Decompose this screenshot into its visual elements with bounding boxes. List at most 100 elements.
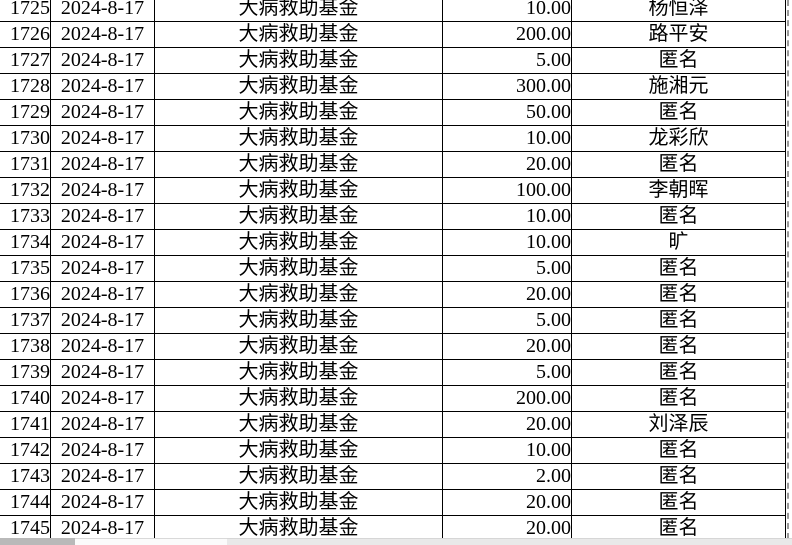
cell-date[interactable]: 2024-8-17 [50, 203, 155, 230]
horizontal-scrollbar[interactable] [227, 538, 792, 545]
cell-amount[interactable]: 300.00 [442, 73, 572, 100]
cell-fund-name[interactable]: 大病救助基金 [154, 151, 443, 178]
cell-row-number[interactable]: 1742 [0, 437, 51, 464]
cell-fund-name[interactable]: 大病救助基金 [154, 0, 443, 22]
cell-donor-name[interactable]: 匿名 [571, 385, 786, 412]
cell-date[interactable]: 2024-8-17 [50, 255, 155, 282]
cell-donor-name[interactable]: 匿名 [571, 151, 786, 178]
cell-row-number[interactable]: 1734 [0, 229, 51, 256]
cell-row-number[interactable]: 1729 [0, 99, 51, 126]
cell-amount[interactable]: 10.00 [442, 125, 572, 152]
cell-donor-name[interactable]: 匿名 [571, 489, 786, 516]
cell-amount[interactable]: 10.00 [442, 437, 572, 464]
cell-date[interactable]: 2024-8-17 [50, 21, 155, 48]
cell-date[interactable]: 2024-8-17 [50, 0, 155, 22]
cell-donor-name[interactable]: 刘泽辰 [571, 411, 786, 438]
cell-amount[interactable]: 10.00 [442, 203, 572, 230]
cell-amount[interactable]: 5.00 [442, 307, 572, 334]
cell-donor-name[interactable]: 匿名 [571, 333, 786, 360]
cell-donor-name[interactable]: 路平安 [571, 21, 786, 48]
cell-amount[interactable]: 200.00 [442, 385, 572, 412]
cell-date[interactable]: 2024-8-17 [50, 359, 155, 386]
cell-fund-name[interactable]: 大病救助基金 [154, 359, 443, 386]
cell-fund-name[interactable]: 大病救助基金 [154, 463, 443, 490]
cell-donor-name[interactable]: 匿名 [571, 255, 786, 282]
cell-fund-name[interactable]: 大病救助基金 [154, 437, 443, 464]
cell-row-number[interactable]: 1744 [0, 489, 51, 516]
cell-donor-name[interactable]: 匿名 [571, 515, 786, 542]
cell-fund-name[interactable]: 大病救助基金 [154, 281, 443, 308]
cell-fund-name[interactable]: 大病救助基金 [154, 47, 443, 74]
cell-donor-name[interactable]: 匿名 [571, 307, 786, 334]
cell-row-number[interactable]: 1745 [0, 515, 51, 542]
cell-date[interactable]: 2024-8-17 [50, 99, 155, 126]
cell-row-number[interactable]: 1725 [0, 0, 51, 22]
cell-date[interactable]: 2024-8-17 [50, 73, 155, 100]
cell-fund-name[interactable]: 大病救助基金 [154, 177, 443, 204]
cell-row-number[interactable]: 1728 [0, 73, 51, 100]
cell-amount[interactable]: 5.00 [442, 47, 572, 74]
cell-row-number[interactable]: 1732 [0, 177, 51, 204]
cell-amount[interactable]: 10.00 [442, 0, 572, 22]
cell-donor-name[interactable]: 匿名 [571, 99, 786, 126]
cell-donor-name[interactable]: 施湘元 [571, 73, 786, 100]
cell-date[interactable]: 2024-8-17 [50, 151, 155, 178]
cell-amount[interactable]: 100.00 [442, 177, 572, 204]
cell-fund-name[interactable]: 大病救助基金 [154, 307, 443, 334]
cell-amount[interactable]: 20.00 [442, 333, 572, 360]
cell-date[interactable]: 2024-8-17 [50, 385, 155, 412]
cell-donor-name[interactable]: 匿名 [571, 437, 786, 464]
cell-date[interactable]: 2024-8-17 [50, 411, 155, 438]
cell-row-number[interactable]: 1733 [0, 203, 51, 230]
cell-donor-name[interactable]: 李朝晖 [571, 177, 786, 204]
cell-date[interactable]: 2024-8-17 [50, 489, 155, 516]
cell-donor-name[interactable]: 匿名 [571, 281, 786, 308]
cell-date[interactable]: 2024-8-17 [50, 47, 155, 74]
cell-fund-name[interactable]: 大病救助基金 [154, 255, 443, 282]
cell-amount[interactable]: 20.00 [442, 151, 572, 178]
cell-row-number[interactable]: 1735 [0, 255, 51, 282]
cell-row-number[interactable]: 1739 [0, 359, 51, 386]
cell-row-number[interactable]: 1727 [0, 47, 51, 74]
cell-donor-name[interactable]: 匿名 [571, 47, 786, 74]
sheet-tab[interactable] [75, 538, 227, 545]
cell-donor-name[interactable]: 龙彩欣 [571, 125, 786, 152]
cell-date[interactable]: 2024-8-17 [50, 333, 155, 360]
cell-date[interactable]: 2024-8-17 [50, 463, 155, 490]
cell-date[interactable]: 2024-8-17 [50, 229, 155, 256]
cell-fund-name[interactable]: 大病救助基金 [154, 411, 443, 438]
cell-row-number[interactable]: 1743 [0, 463, 51, 490]
cell-amount[interactable]: 2.00 [442, 463, 572, 490]
cell-row-number[interactable]: 1731 [0, 151, 51, 178]
cell-fund-name[interactable]: 大病救助基金 [154, 489, 443, 516]
cell-fund-name[interactable]: 大病救助基金 [154, 21, 443, 48]
cell-date[interactable]: 2024-8-17 [50, 125, 155, 152]
cell-donor-name[interactable]: 匿名 [571, 463, 786, 490]
cell-fund-name[interactable]: 大病救助基金 [154, 99, 443, 126]
cell-fund-name[interactable]: 大病救助基金 [154, 385, 443, 412]
sheet-nav-button[interactable] [0, 538, 75, 545]
cell-donor-name[interactable]: 匿名 [571, 203, 786, 230]
cell-fund-name[interactable]: 大病救助基金 [154, 229, 443, 256]
cell-fund-name[interactable]: 大病救助基金 [154, 125, 443, 152]
cell-amount[interactable]: 200.00 [442, 21, 572, 48]
cell-row-number[interactable]: 1740 [0, 385, 51, 412]
cell-date[interactable]: 2024-8-17 [50, 515, 155, 542]
cell-donor-name[interactable]: 杨恒泽 [571, 0, 786, 22]
cell-donor-name[interactable]: 旷 [571, 229, 786, 256]
cell-amount[interactable]: 10.00 [442, 229, 572, 256]
cell-date[interactable]: 2024-8-17 [50, 281, 155, 308]
cell-date[interactable]: 2024-8-17 [50, 307, 155, 334]
cell-row-number[interactable]: 1741 [0, 411, 51, 438]
cell-fund-name[interactable]: 大病救助基金 [154, 203, 443, 230]
cell-fund-name[interactable]: 大病救助基金 [154, 73, 443, 100]
cell-row-number[interactable]: 1726 [0, 21, 51, 48]
cell-row-number[interactable]: 1737 [0, 307, 51, 334]
cell-amount[interactable]: 20.00 [442, 411, 572, 438]
cell-fund-name[interactable]: 大病救助基金 [154, 333, 443, 360]
cell-donor-name[interactable]: 匿名 [571, 359, 786, 386]
cell-amount[interactable]: 5.00 [442, 255, 572, 282]
cell-amount[interactable]: 20.00 [442, 515, 572, 542]
cell-amount[interactable]: 20.00 [442, 489, 572, 516]
cell-row-number[interactable]: 1730 [0, 125, 51, 152]
